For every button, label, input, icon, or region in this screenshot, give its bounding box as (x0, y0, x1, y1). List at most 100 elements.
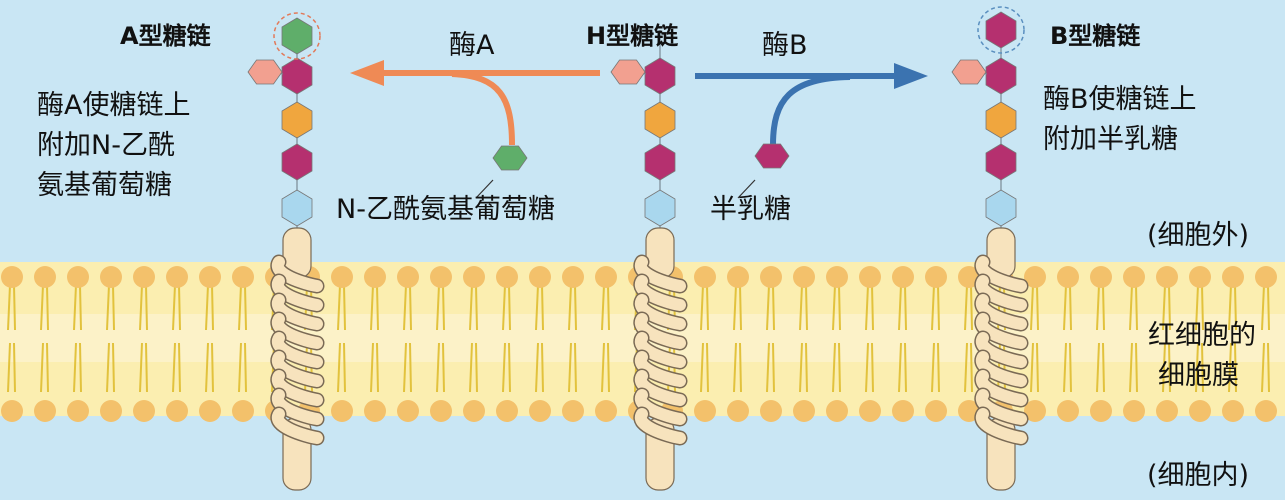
lipid-tail (838, 284, 841, 331)
sugar-salmon (247, 59, 283, 85)
helix-coil (271, 313, 323, 349)
lipid-tail (799, 284, 803, 331)
helix-coil (271, 389, 323, 425)
lipid-tail (1036, 342, 1039, 393)
helix-coil (975, 313, 1027, 349)
sugar-light-blue (644, 189, 676, 227)
lipid-tail (106, 284, 110, 331)
sugar-salmon (610, 59, 646, 85)
enzyme-b-desc-line-2: 附加半乳糖 (1043, 124, 1178, 155)
lipid-tail (211, 342, 214, 393)
enzyme-a-arrow (350, 60, 600, 146)
helix-coil (271, 351, 323, 387)
helix-coil (975, 408, 1027, 444)
galactose-sugar-icon (754, 143, 790, 169)
lipid-tail (838, 342, 841, 393)
lipid-tail (733, 342, 737, 393)
lipid-tail (13, 342, 16, 393)
lipid-tail (211, 284, 214, 331)
lipid-tail (1228, 284, 1232, 331)
lipid-tail (1036, 284, 1039, 331)
sugar-magenta (281, 143, 313, 181)
lipid-tail (937, 342, 940, 393)
helix-coil (271, 370, 323, 406)
lipid-tail (40, 342, 44, 393)
lipid-tail (40, 284, 44, 331)
lipid-tail (871, 342, 874, 393)
helix-coil (634, 294, 686, 330)
lipid-head (529, 266, 551, 288)
helix-coil (975, 351, 1027, 387)
lipid-head (1255, 266, 1277, 288)
lipid-head (562, 400, 584, 422)
lipid-head (727, 266, 749, 288)
lipid-tail (508, 342, 511, 393)
lipid-head (595, 400, 617, 422)
lipid-head (34, 266, 56, 288)
lipid-head (133, 266, 155, 288)
lipid-tail (112, 342, 115, 393)
sugar-green-added (281, 17, 313, 55)
lipid-tail (178, 342, 181, 393)
lipid-head (925, 266, 947, 288)
lipid-tail (568, 284, 572, 331)
lipid-tail (871, 284, 874, 331)
lipid-head (694, 400, 716, 422)
enzyme-b-description: 酶B使糖链上 附加半乳糖 (1043, 80, 1197, 160)
lipid-head (1156, 266, 1178, 288)
lipid-tail (931, 342, 935, 393)
added-sugar-ring (273, 12, 321, 60)
lipid-tail (172, 342, 176, 393)
lipid-head (496, 266, 518, 288)
sugar-magenta (281, 57, 313, 95)
lipid-tail (46, 342, 49, 393)
lipid-head (1, 400, 23, 422)
lipid-tail (739, 342, 742, 393)
lipid-tail (1063, 342, 1067, 393)
lipid-tail (442, 284, 445, 331)
lipid-tail (772, 284, 775, 331)
enzyme-a-desc-line-2: 附加N-乙酰 (37, 130, 175, 161)
lipid-tail (1030, 342, 1034, 393)
helix-coil (634, 313, 686, 349)
lipid-tail (1030, 284, 1034, 331)
lipid-tail (772, 342, 775, 393)
lipid-head (859, 400, 881, 422)
lipid-tail (508, 284, 511, 331)
lipid-head (1, 266, 23, 288)
lipid-tail (1261, 284, 1265, 331)
lipid-tail (574, 284, 577, 331)
lipid-head (694, 266, 716, 288)
helix-coil (634, 275, 686, 311)
lipid-tail (205, 284, 209, 331)
lipid-tail (937, 284, 940, 331)
lipid-head (1222, 400, 1244, 422)
lipid-tail (409, 342, 412, 393)
lipid-tail (535, 342, 539, 393)
lipid-tail (931, 284, 935, 331)
lipid-head (463, 266, 485, 288)
lipid-tail (205, 342, 209, 393)
lipid-tail (970, 342, 973, 393)
lipid-head (1090, 400, 1112, 422)
lipid-tail (502, 284, 506, 331)
lipid-tail (436, 342, 440, 393)
enzyme-a-label: 酶A (449, 30, 495, 61)
lipid-tail (1234, 342, 1237, 393)
lipid-tail (475, 284, 478, 331)
lipid-head (760, 266, 782, 288)
lipid-head (1024, 400, 1046, 422)
lipid-tail (865, 342, 869, 393)
lipid-tail (436, 284, 440, 331)
lipid-tail (1063, 284, 1067, 331)
lipid-head (430, 400, 452, 422)
lipid-tail (865, 284, 869, 331)
lipid-tail (898, 342, 902, 393)
lipid-head (892, 266, 914, 288)
helix-coil (975, 332, 1027, 368)
lipid-tail (7, 284, 11, 331)
lipid-head (1222, 266, 1244, 288)
lipid-head (1156, 400, 1178, 422)
lipid-tail (1096, 284, 1100, 331)
